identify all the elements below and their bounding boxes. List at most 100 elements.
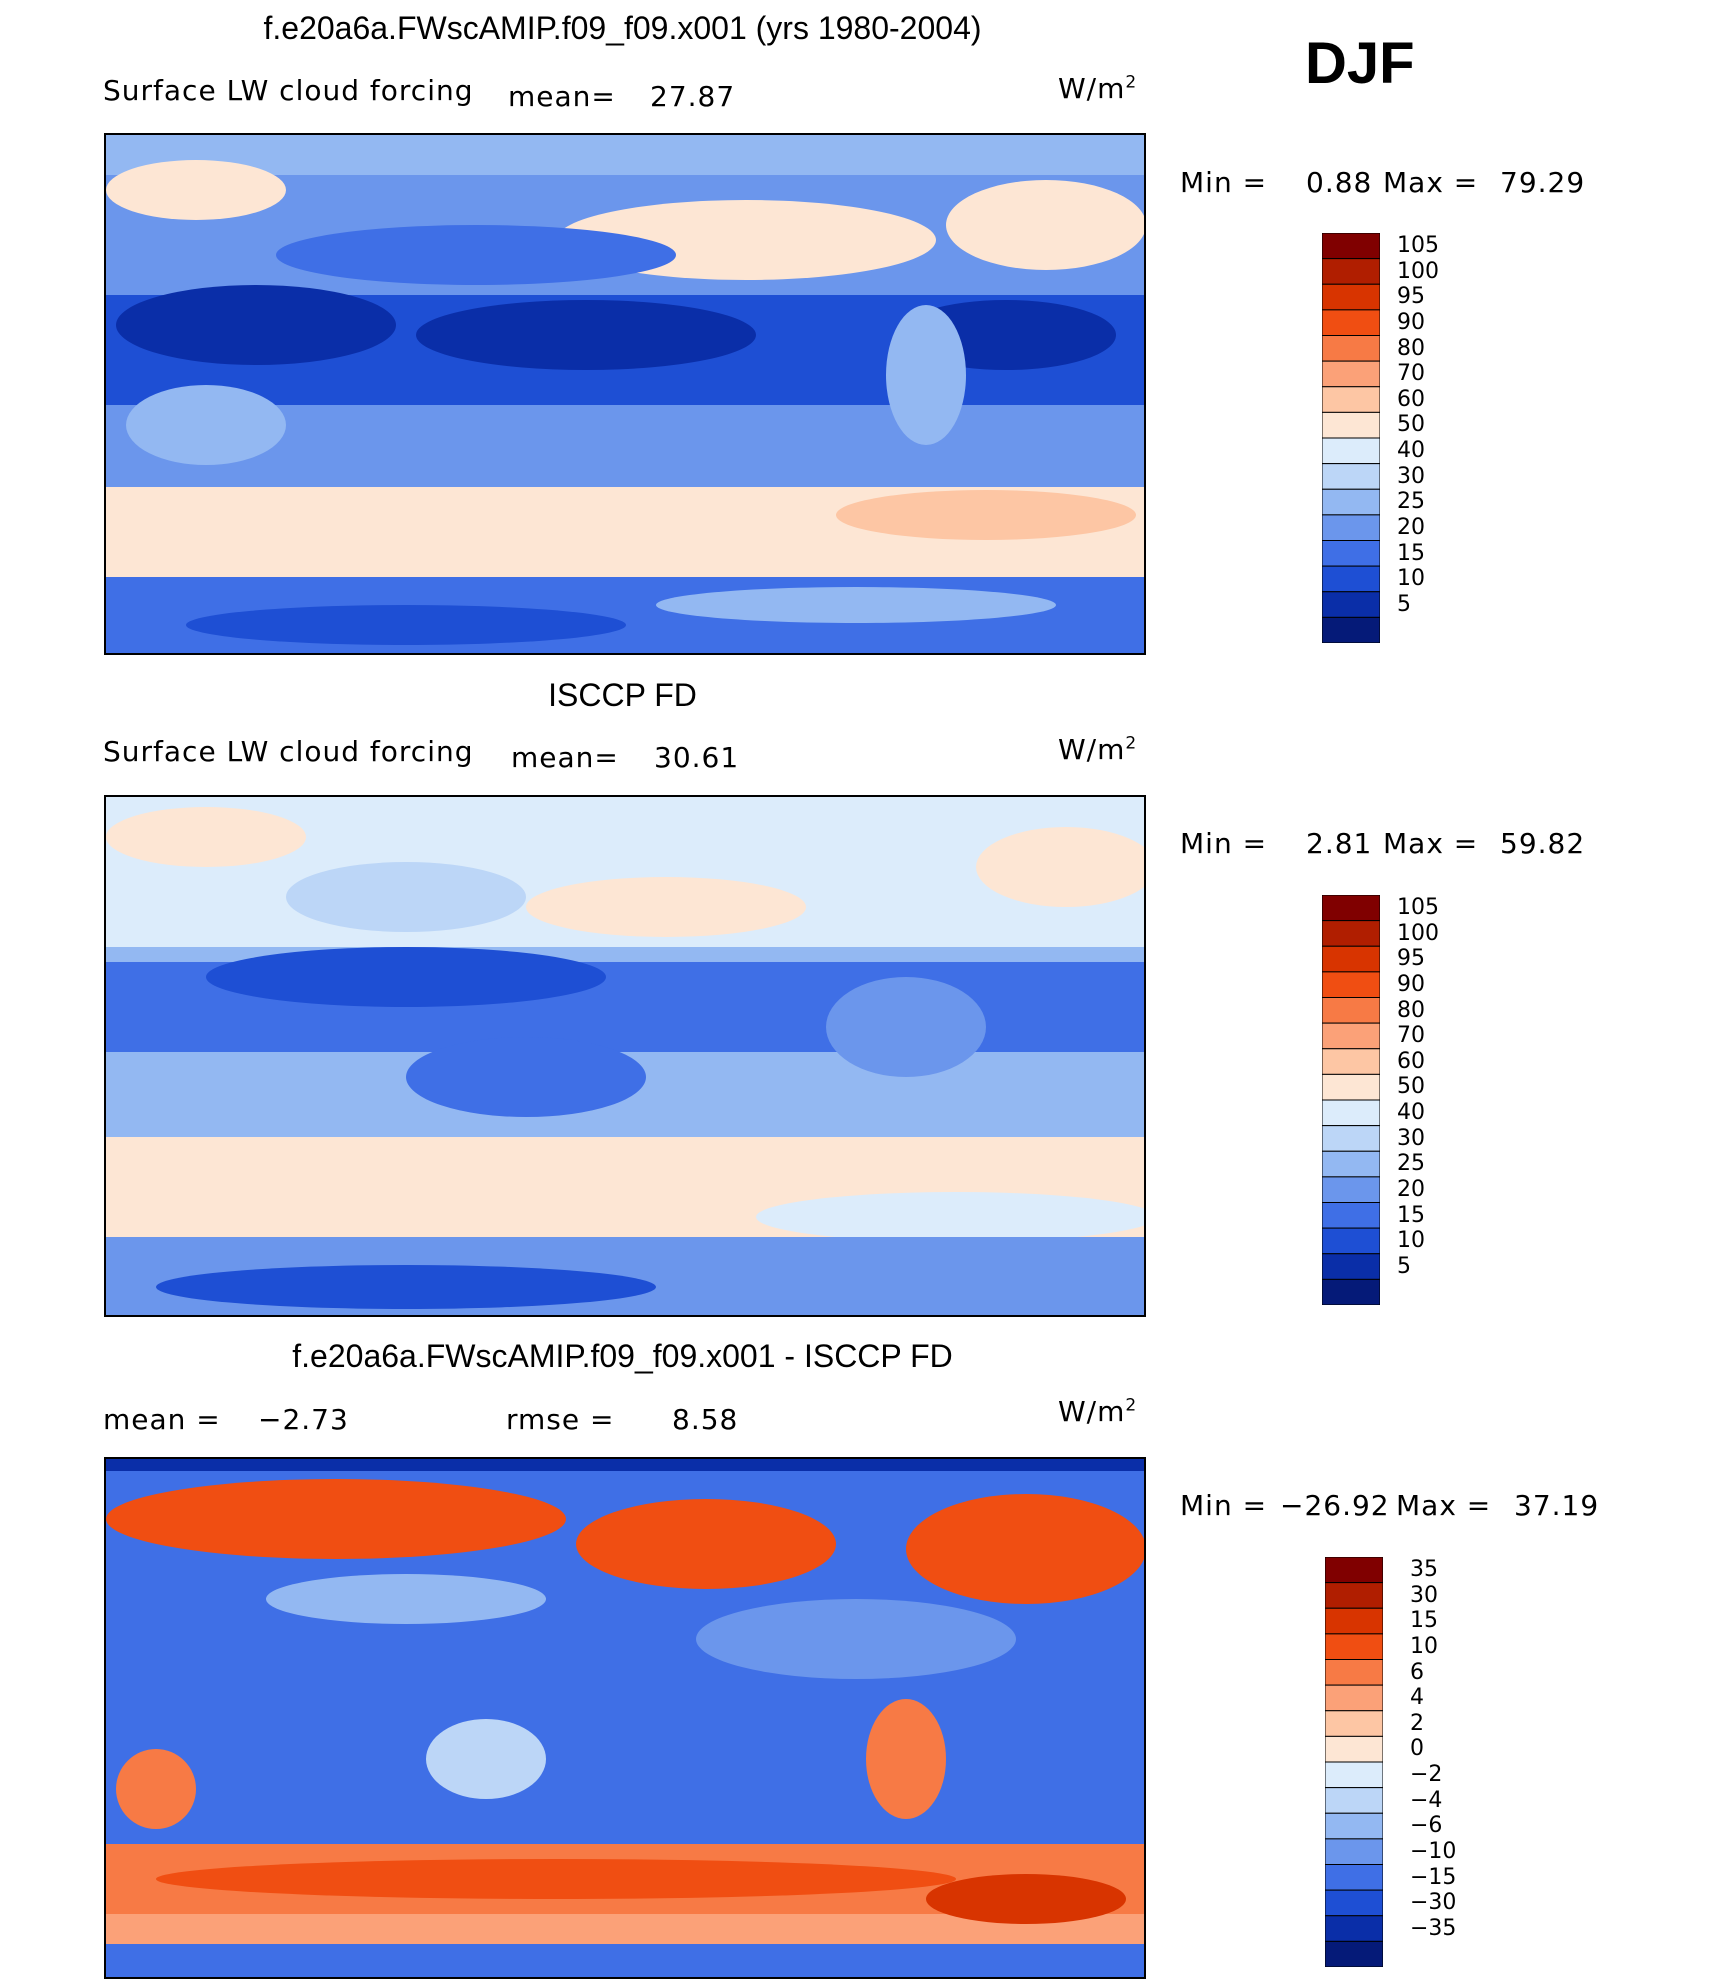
colorbar-1-swatch (1321, 463, 1381, 490)
map-2-patch (286, 862, 526, 932)
colorbar-1-swatch (1321, 283, 1381, 311)
colorbar-3-tick-label: 0 (1410, 1736, 1424, 1762)
colorbar-2-tick-label: 105 (1397, 895, 1439, 920)
map-2-patch (526, 877, 806, 937)
season-label: DJF (1305, 31, 1415, 96)
colorbar-3-tick-label: 6 (1410, 1659, 1424, 1685)
colorbar-3-tick-label: 35 (1410, 1557, 1438, 1582)
colorbar-2-tick-label: 5 (1397, 1253, 1411, 1279)
colorbar-3-tick-label: −4 (1410, 1787, 1443, 1813)
colorbar-1-tick-label: 30 (1397, 463, 1425, 489)
colorbar-3-tick-label: −2 (1410, 1762, 1443, 1787)
panel-2-mean-value: 30.61 (654, 741, 740, 774)
colorbar-2-tick-label: 95 (1397, 946, 1425, 972)
panel-1-units: W/m2 (1058, 72, 1138, 105)
panel-1-mean-value: 27.87 (650, 80, 736, 113)
colorbar-2-tick-label: 15 (1397, 1202, 1425, 1228)
panel-3-rmse-value: 8.58 (672, 1403, 739, 1436)
panel-3-mean-label: mean = (103, 1403, 221, 1436)
colorbar-2-swatch (1321, 1227, 1381, 1255)
panel-2-subtitle: Surface LW cloud forcing (103, 735, 474, 768)
map-3-patch (426, 1719, 546, 1799)
colorbar-1-swatch (1321, 565, 1381, 593)
colorbar-2-swatch (1321, 971, 1381, 998)
colorbar-3-tick-label: 2 (1410, 1710, 1424, 1736)
map-3-patch (116, 1749, 196, 1829)
colorbar-1-swatch (1321, 437, 1381, 465)
colorbar-2-tick-label: 30 (1397, 1125, 1425, 1151)
map-2-patch (206, 947, 606, 1007)
colorbar-2-swatch (1321, 1073, 1381, 1101)
colorbar-1-swatch (1321, 488, 1381, 516)
colorbar-3-swatch (1324, 1556, 1384, 1584)
colorbar-1-tick-label: 25 (1397, 489, 1425, 515)
colorbar-3-swatch (1324, 1940, 1384, 1968)
map-1-patch (186, 605, 626, 645)
colorbar-2-swatch (1321, 1278, 1381, 1306)
map-1-arctic (106, 135, 1144, 175)
map-1-patch (946, 180, 1144, 270)
map-1-patch (416, 300, 756, 370)
map-1-patch (106, 160, 286, 220)
map-3-patch (576, 1499, 836, 1589)
colorbar-3-swatch (1324, 1915, 1384, 1942)
panel-1-max-label: Max = (1383, 166, 1479, 199)
panel-3-rmse-label: rmse = (506, 1403, 615, 1436)
map-3-patch (866, 1699, 946, 1819)
panel-3-map (104, 1457, 1146, 1979)
colorbar-2-swatch (1321, 1202, 1381, 1229)
colorbar-2-tick-label: 100 (1397, 920, 1439, 946)
map-1-patch (126, 385, 286, 465)
colorbar-2-tick-label: 40 (1397, 1100, 1425, 1125)
colorbar-1 (1321, 232, 1381, 644)
panel-2-min-label: Min = (1180, 827, 1268, 860)
map-1-patch (276, 225, 676, 285)
map-2-patch (106, 807, 306, 867)
colorbar-3-tick-label: −6 (1410, 1813, 1443, 1839)
map-3-band (106, 1944, 1144, 1977)
panel-1-min-value: 0.88 (1306, 166, 1373, 199)
colorbar-1-tick-label: 70 (1397, 361, 1425, 387)
colorbar-1-swatch (1321, 514, 1381, 541)
panel-1-map (104, 133, 1146, 655)
colorbar-2-swatch (1321, 920, 1381, 947)
colorbar-1-tick-label: 60 (1397, 386, 1425, 412)
panel-2-map-svg (106, 797, 1144, 1315)
colorbar-3-tick-label: 15 (1410, 1608, 1438, 1634)
colorbar-1-tick-label: 80 (1397, 335, 1425, 361)
colorbar-1-tick-label: 5 (1397, 591, 1411, 617)
colorbar-2 (1321, 894, 1381, 1306)
panel-2-map (104, 795, 1146, 1317)
colorbar-3-swatch (1324, 1607, 1384, 1635)
colorbar-3-tick-label: −35 (1410, 1915, 1457, 1941)
colorbar-3-svg (1324, 1556, 1384, 1968)
colorbar-2-swatch (1321, 1150, 1381, 1178)
colorbar-2-tick-label: 70 (1397, 1023, 1425, 1049)
colorbar-2-swatch (1321, 1048, 1381, 1075)
colorbar-2-swatch (1321, 1253, 1381, 1280)
colorbar-1-swatch (1321, 540, 1381, 567)
colorbar-2-swatch (1321, 1099, 1381, 1127)
colorbar-1-swatch (1321, 309, 1381, 336)
colorbar-1-swatch (1321, 258, 1381, 285)
panel-3-map-svg (106, 1459, 1144, 1977)
map-3-band (106, 1459, 1144, 1471)
colorbar-3 (1324, 1556, 1384, 1968)
panel-3-max-label: Max = (1396, 1489, 1492, 1522)
colorbar-3-swatch (1324, 1735, 1384, 1763)
panel-3-min-value: −26.92 (1280, 1489, 1390, 1522)
colorbar-1-tick-label: 40 (1397, 438, 1425, 463)
colorbar-3-tick-label: −15 (1410, 1864, 1457, 1890)
colorbar-3-swatch (1324, 1684, 1384, 1712)
colorbar-3-swatch (1324, 1787, 1384, 1814)
colorbar-2-swatch (1321, 945, 1381, 973)
colorbar-1-tick-label: 95 (1397, 284, 1425, 310)
map-2-patch (826, 977, 986, 1077)
panel-3-title: f.e20a6a.FWscAMIP.f09_f09.x001 - ISCCP F… (292, 1338, 953, 1374)
map-2-patch (756, 1192, 1144, 1242)
colorbar-1-swatch (1321, 360, 1381, 388)
map-3-patch (106, 1479, 566, 1559)
panel-2-max-value: 59.82 (1500, 827, 1586, 860)
map-3-patch (266, 1574, 546, 1624)
colorbar-1-swatch (1321, 386, 1381, 413)
